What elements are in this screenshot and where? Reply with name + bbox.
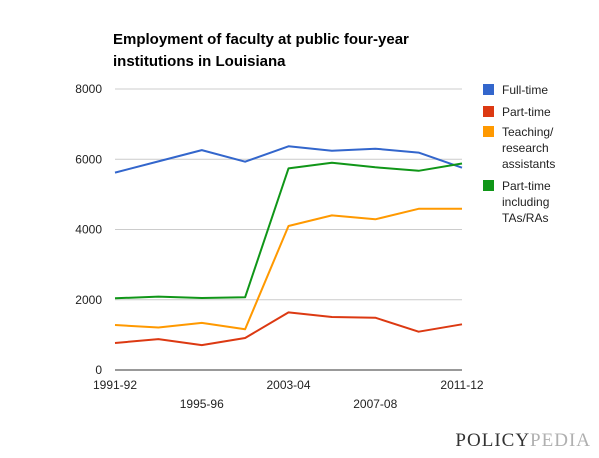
x-tick-label: 1995-96 <box>180 397 224 411</box>
x-tick-label: 2007-08 <box>353 397 397 411</box>
y-tick-label: 2000 <box>75 293 102 307</box>
legend-label: Teaching/ <box>502 125 554 139</box>
chart-title-line: institutions in Louisiana <box>113 53 286 70</box>
legend: Full-time Part-time Teaching/research assis… <box>483 83 555 225</box>
series-line-full-time <box>114 145 463 174</box>
policypedia-logo: POLICYPEDIA <box>455 430 591 452</box>
logo-part-policy: POLICY <box>455 430 531 451</box>
x-axis-tick-labels: 1991-92 1995-96 2003-04 2007-08 2011-12 <box>93 378 484 411</box>
legend-label: Full-time <box>502 83 548 97</box>
legend-label: Part-time <box>502 179 551 193</box>
y-tick-label: 4000 <box>75 223 102 237</box>
logo-part-pedia: PEDIA <box>530 430 591 451</box>
legend-label: research <box>502 141 549 155</box>
legend-swatch <box>483 106 494 117</box>
chart-title: Employment of faculty at public four-yea… <box>113 31 409 70</box>
legend-swatch <box>483 126 494 137</box>
chart-title-line: Employment of faculty at public four-yea… <box>113 31 409 48</box>
x-tick-label: 2011-12 <box>440 378 483 392</box>
x-tick-label: 2003-04 <box>266 378 310 392</box>
y-axis-tick-labels: 0 2000 4000 6000 8000 <box>75 82 102 377</box>
series-line-part-time-including-tas-ras <box>114 161 463 300</box>
series-line-part-time <box>114 311 463 347</box>
y-tick-label: 8000 <box>75 82 102 96</box>
y-tick-label: 0 <box>95 363 102 377</box>
series-lines <box>114 145 463 347</box>
y-tick-label: 6000 <box>75 152 102 166</box>
legend-label: TAs/RAs <box>502 211 548 225</box>
gridlines <box>115 88 462 371</box>
legend-label: assistants <box>502 157 555 171</box>
legend-label: including <box>502 195 549 209</box>
legend-swatch <box>483 180 494 191</box>
legend-label: Part-time <box>502 105 551 119</box>
x-tick-label: 1991-92 <box>93 378 137 392</box>
legend-swatch <box>483 84 494 95</box>
series-line-teaching-research-assistants <box>114 207 462 331</box>
